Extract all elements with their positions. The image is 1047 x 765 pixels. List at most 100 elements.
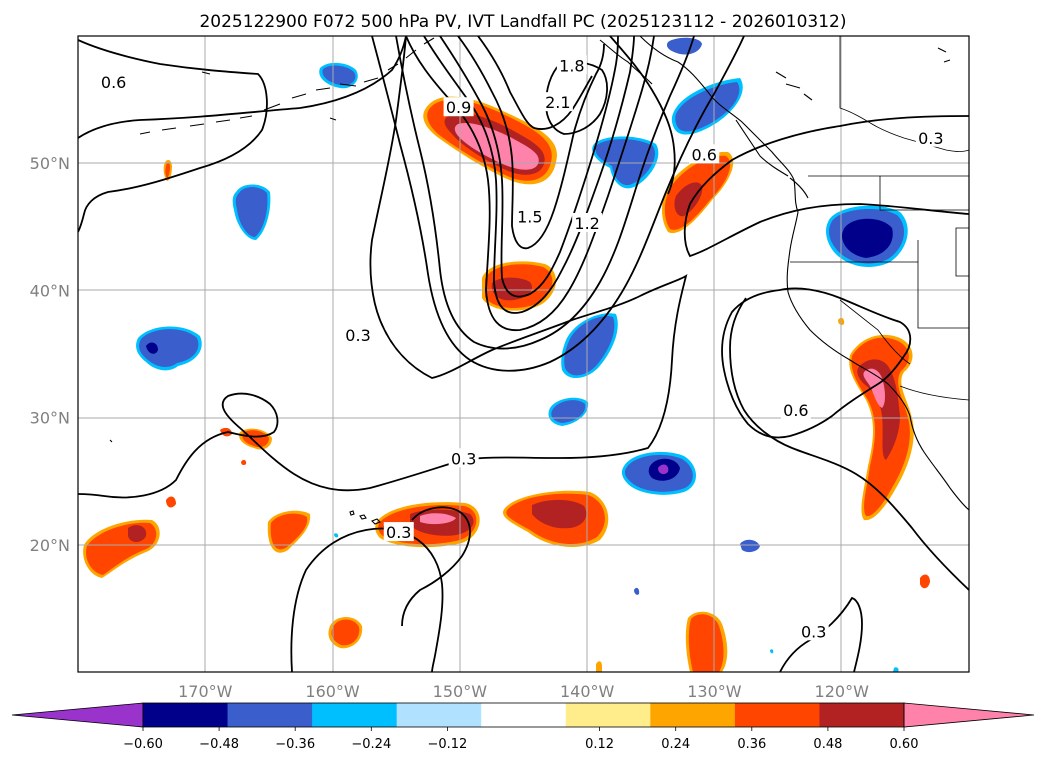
shade-blob-175w-r bbox=[165, 162, 170, 178]
contour-0.3-hawaii bbox=[290, 527, 444, 672]
contour-label-bg bbox=[572, 212, 603, 232]
contour-label: 0.3 bbox=[451, 449, 476, 468]
contour-0.3-southeast bbox=[729, 297, 969, 591]
contour-0.3-inner bbox=[401, 506, 471, 627]
shade-n-tiny-1 bbox=[634, 587, 640, 595]
contour-label-bg bbox=[798, 621, 829, 641]
political-borders bbox=[790, 36, 969, 401]
contour-label-bg bbox=[383, 522, 414, 542]
colorbar-segment bbox=[396, 703, 482, 727]
colorbar-segment bbox=[481, 703, 567, 727]
contour-label: 1.8 bbox=[559, 56, 584, 75]
y-tick-label: 30°N bbox=[30, 409, 70, 428]
contour-trough-0.9 bbox=[405, 36, 655, 332]
shade-40n-darkred bbox=[491, 277, 533, 301]
shade-n-131w-20 bbox=[740, 539, 760, 553]
colorbar-segment bbox=[143, 703, 229, 727]
contour-label-bg bbox=[448, 448, 479, 468]
colorbar-segment bbox=[565, 703, 651, 727]
contour-label: 0.6 bbox=[692, 145, 717, 164]
pv-contours bbox=[78, 36, 969, 672]
shade-n-tiny-3 bbox=[893, 667, 899, 672]
shade-blob-113w bbox=[920, 574, 930, 589]
map-frame bbox=[77, 35, 970, 673]
chart-title: 2025122900 F072 500 hPa PV, IVT Landfall… bbox=[199, 12, 846, 32]
contour-trough-west1 bbox=[395, 36, 695, 350]
contour-label-bg bbox=[443, 97, 474, 117]
contour-0.3-eastbig bbox=[683, 115, 969, 258]
shade-n-ut-d bbox=[842, 218, 893, 258]
contour-trough-2.1 bbox=[477, 36, 593, 130]
shade-blob-133w-r bbox=[688, 614, 724, 672]
contour-0.6-west bbox=[78, 39, 268, 233]
contour-0.3-main bbox=[78, 36, 688, 499]
colorbar-tick-label: 0.36 bbox=[737, 737, 766, 752]
contour-0.6-east bbox=[721, 287, 912, 439]
contour-trough-1.2 bbox=[423, 36, 635, 314]
shade-n-tiny-4 bbox=[334, 533, 339, 538]
colorbar-tick-label: −0.48 bbox=[199, 737, 239, 752]
shade-142w-darkred bbox=[532, 499, 587, 529]
colorbar-segment bbox=[227, 703, 313, 727]
colorbar-extend-min bbox=[11, 702, 144, 728]
shade-n-172w bbox=[139, 329, 199, 367]
contour-label-bg bbox=[780, 399, 811, 419]
contour-label-bg bbox=[542, 92, 573, 112]
contour-label: 1.5 bbox=[517, 208, 542, 227]
x-tick-label: 130°W bbox=[687, 682, 742, 701]
contour-label: 0.6 bbox=[783, 401, 808, 420]
colorbar-tick-label: 0.60 bbox=[890, 737, 919, 752]
contour-label: 0.3 bbox=[386, 523, 411, 542]
contour-label: 1.2 bbox=[574, 214, 599, 233]
colorbar-tick-label: 0.12 bbox=[585, 737, 614, 752]
y-tick-label: 50°N bbox=[30, 154, 70, 173]
contour-label-bg bbox=[343, 324, 374, 344]
shade-n-top-1 bbox=[666, 37, 702, 55]
x-tick-label: 140°W bbox=[560, 682, 615, 701]
colorbar-tick-label: 0.24 bbox=[661, 737, 690, 752]
colorbar-tick-label: 0.48 bbox=[813, 737, 842, 752]
y-axis-ticks: 20°N 30°N 40°N 50°N bbox=[30, 154, 70, 555]
colorbar-segment bbox=[734, 703, 820, 727]
contour-0.3-bottom bbox=[779, 596, 863, 672]
colorbar-extend-max bbox=[903, 702, 1035, 728]
y-tick-label: 20°N bbox=[30, 536, 70, 555]
colorbar-tick-label: −0.24 bbox=[351, 737, 391, 752]
contour-trough-1.5 bbox=[439, 36, 619, 298]
contour-ne-0.6 bbox=[609, 36, 676, 195]
contour-label: 0.3 bbox=[918, 129, 943, 148]
contour-trough-1.8 bbox=[457, 36, 605, 250]
contour-label-bg bbox=[689, 144, 720, 164]
shade-n-140w-35 bbox=[564, 316, 615, 376]
contour-label-bg bbox=[915, 127, 946, 147]
colorbar-tick-label: −0.12 bbox=[427, 737, 467, 752]
contour-label: 0.3 bbox=[345, 326, 370, 345]
shade-blob-174w bbox=[166, 496, 176, 508]
shade-w20-darkred bbox=[128, 525, 147, 542]
contour-labels: 0.6 1.8 2.1 0.9 0.6 0.3 1.5 1.2 0.3 0.6 0.3 0.3 0.3 bbox=[98, 55, 946, 641]
shade-n-172w-d bbox=[146, 342, 158, 354]
colorbar-tick-label: −0.60 bbox=[123, 737, 163, 752]
contour-label-bg bbox=[514, 206, 545, 226]
shade-n-tiny-2 bbox=[770, 649, 774, 654]
contour-label: 0.6 bbox=[101, 73, 126, 92]
colorbar-segment bbox=[312, 703, 398, 727]
shade-n-ak-small-b bbox=[322, 65, 356, 86]
shade-blob-tiny1 bbox=[241, 459, 247, 466]
colorbar-segment bbox=[819, 703, 905, 727]
x-tick-label: 160°W bbox=[305, 682, 360, 701]
contour-trough-west2 bbox=[371, 36, 745, 372]
contour-label: 2.1 bbox=[545, 93, 570, 112]
shade-n-142w-31 bbox=[551, 400, 586, 423]
x-axis-ticks: 170°W 160°W 150°W 140°W 130°W 120°W bbox=[178, 682, 869, 701]
coastlines bbox=[109, 36, 969, 532]
shade-blob-168w-r bbox=[242, 430, 269, 448]
contour-label: 0.3 bbox=[801, 622, 826, 641]
shade-n-166w bbox=[235, 187, 268, 237]
x-tick-label: 120°W bbox=[815, 682, 870, 701]
colorbar: −0.60 −0.48 −0.36 −0.24 −0.12 0.12 0.24 0.36 0.4… bbox=[11, 702, 1035, 752]
shade-hi-pink bbox=[420, 513, 456, 525]
contour-label: 0.9 bbox=[446, 98, 471, 117]
shade-blob-157w-r bbox=[331, 619, 360, 646]
